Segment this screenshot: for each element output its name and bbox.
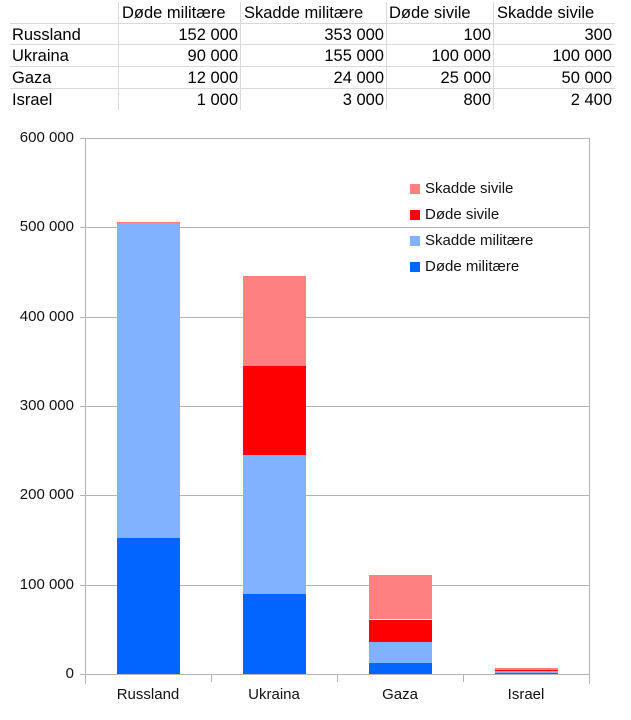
- table-divider: [10, 66, 615, 67]
- legend-label: Skadde sivile: [425, 180, 514, 197]
- legend-swatch-icon: [410, 262, 420, 272]
- table-cell: 50 000: [561, 69, 612, 87]
- gridline: [80, 227, 589, 229]
- table-divider: [118, 2, 119, 110]
- row-label: Gaza: [12, 69, 52, 87]
- plot-border: [589, 138, 590, 684]
- legend-swatch-icon: [410, 184, 420, 194]
- table-cell: 100 000: [552, 47, 612, 65]
- bar-segment: [242, 593, 306, 674]
- gridline: [80, 495, 589, 497]
- legend-item: Døde militære: [410, 258, 519, 276]
- gridline: [80, 584, 589, 586]
- bar-segment: [494, 673, 558, 674]
- x-tick: [463, 674, 464, 682]
- table-divider: [493, 2, 494, 110]
- gridline: [80, 316, 589, 318]
- bar-segment: [116, 222, 180, 539]
- gridline: [80, 406, 589, 407]
- table-cell: 155 000: [324, 47, 384, 65]
- y-tick-label: 200 000: [19, 486, 74, 504]
- gridline: [80, 674, 589, 675]
- x-tick-label: Israel: [507, 686, 545, 703]
- table-cell: 1 000: [196, 91, 238, 109]
- table-cell: 100 000: [431, 47, 491, 65]
- y-tick-label: 500 000: [19, 218, 74, 236]
- row-label: Israel: [12, 91, 53, 109]
- y-tick-label: 400 000: [19, 307, 74, 325]
- column-header: Døde sivile: [389, 4, 471, 22]
- y-axis: [85, 138, 86, 684]
- bar-segment: [494, 669, 558, 671]
- bar-segment: [368, 663, 432, 674]
- y-tick-label: 300 000: [19, 397, 74, 414]
- stacked-bar-chart: 0 100 000 200 000 300 000 400 000 500 000 600 …: [0, 120, 631, 720]
- table-cell: 25 000: [440, 69, 491, 87]
- column-header: Døde militære: [122, 4, 226, 22]
- bar-segment: [116, 221, 180, 223]
- legend-item: Skadde militære: [410, 232, 533, 250]
- y-tick-label: 100 000: [19, 575, 74, 593]
- table-cell: 2 400: [570, 91, 612, 109]
- table-cell: 24 000: [333, 69, 384, 87]
- bar-segment: [242, 455, 306, 594]
- x-tick: [211, 674, 212, 682]
- table-cell: 3 000: [342, 91, 384, 109]
- legend-label: Døde sivile: [425, 206, 500, 223]
- data-table: Døde militære Skadde militære Døde sivil…: [0, 0, 631, 112]
- y-tick-label: 0: [65, 665, 74, 682]
- legend-swatch-icon: [410, 210, 420, 220]
- x-tick: [337, 674, 338, 682]
- table-divider: [10, 23, 615, 24]
- table-cell: 300: [584, 26, 612, 44]
- y-tick-label: 600 000: [19, 129, 74, 146]
- bar-segment: [494, 670, 558, 674]
- bar-segment: [368, 574, 432, 620]
- column-header: Skadde militære: [244, 4, 364, 22]
- bar-segment: [494, 667, 558, 670]
- bar-segment: [242, 276, 306, 366]
- x-tick-label: Gaza: [382, 686, 418, 703]
- legend-item: Skadde sivile: [410, 180, 513, 198]
- table-cell: 353 000: [324, 26, 384, 44]
- table-cell: 12 000: [187, 69, 238, 87]
- legend-swatch-icon: [410, 236, 420, 246]
- bar-segment: [368, 619, 432, 642]
- x-tick-label: Russland: [116, 686, 180, 703]
- gridline: [80, 138, 589, 139]
- table-cell: 152 000: [178, 26, 238, 44]
- table-cell: 800: [463, 91, 491, 109]
- row-label: Russland: [12, 26, 81, 44]
- table-cell: 90 000: [187, 47, 238, 65]
- legend-item: Døde sivile: [410, 206, 499, 224]
- x-tick-label: Ukraina: [248, 686, 300, 703]
- table-divider: [386, 2, 387, 110]
- legend-label: Døde militære: [425, 258, 520, 275]
- row-label: Ukraina: [12, 47, 69, 65]
- table-cell: 100: [463, 26, 491, 44]
- table-divider: [240, 2, 241, 110]
- bar-segment: [116, 538, 180, 674]
- bar-segment: [368, 641, 432, 664]
- legend-label: Skadde militære: [425, 232, 534, 249]
- column-header: Skadde sivile: [497, 4, 595, 22]
- table-divider: [10, 44, 615, 45]
- table-divider: [10, 88, 615, 89]
- bar-segment: [242, 365, 306, 456]
